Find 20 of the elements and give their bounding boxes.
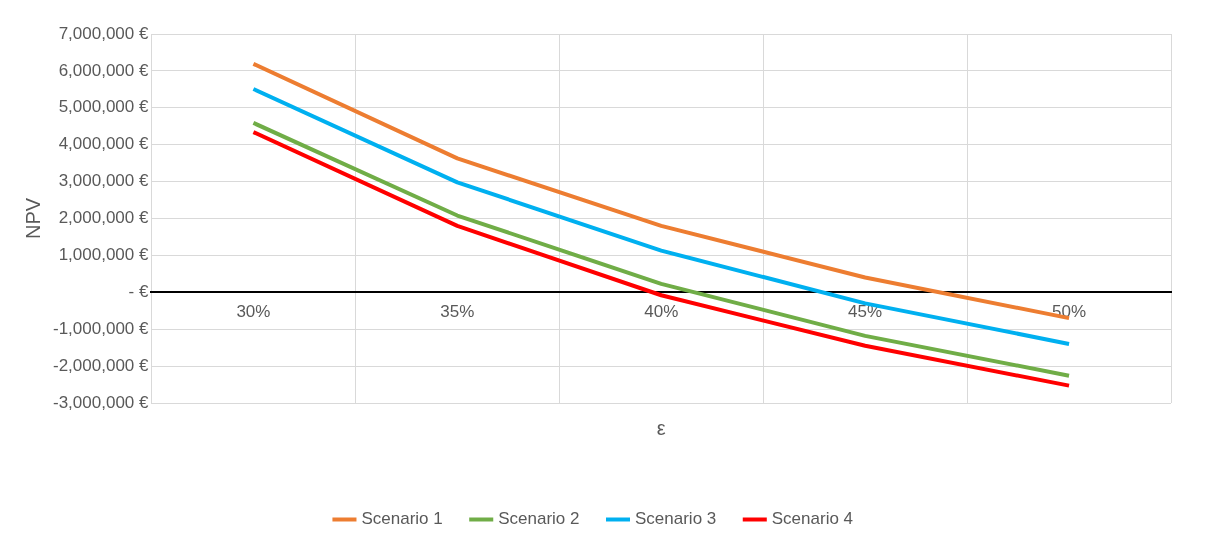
legend-label: Scenario 4 xyxy=(771,509,854,529)
y-tick-label: 3,000,000 € xyxy=(58,171,150,191)
y-tick-label: 6,000,000 € xyxy=(58,60,150,80)
x-tick-label: 40% xyxy=(644,302,679,322)
x-axis-title: ε xyxy=(656,416,666,439)
y-tick-label: - € xyxy=(128,281,150,301)
y-tick-label: -2,000,000 € xyxy=(53,355,150,375)
y-tick-label: 1,000,000 € xyxy=(58,245,150,265)
y-tick-label: 4,000,000 € xyxy=(58,134,150,154)
y-tick-label: 2,000,000 € xyxy=(58,208,150,228)
y-tick-label: -1,000,000 € xyxy=(53,318,150,338)
x-tick-label: 35% xyxy=(440,302,475,322)
y-tick-label: 7,000,000 € xyxy=(58,23,150,43)
x-tick-label: 30% xyxy=(236,302,271,322)
legend-label: Scenario 2 xyxy=(498,509,580,529)
legend-label: Scenario 3 xyxy=(635,509,717,529)
y-tick-label: 5,000,000 € xyxy=(58,97,150,117)
legend-label: Scenario 1 xyxy=(361,509,443,529)
y-axis-title: NPV xyxy=(21,197,44,240)
y-tick-label: -3,000,000 € xyxy=(53,392,150,412)
